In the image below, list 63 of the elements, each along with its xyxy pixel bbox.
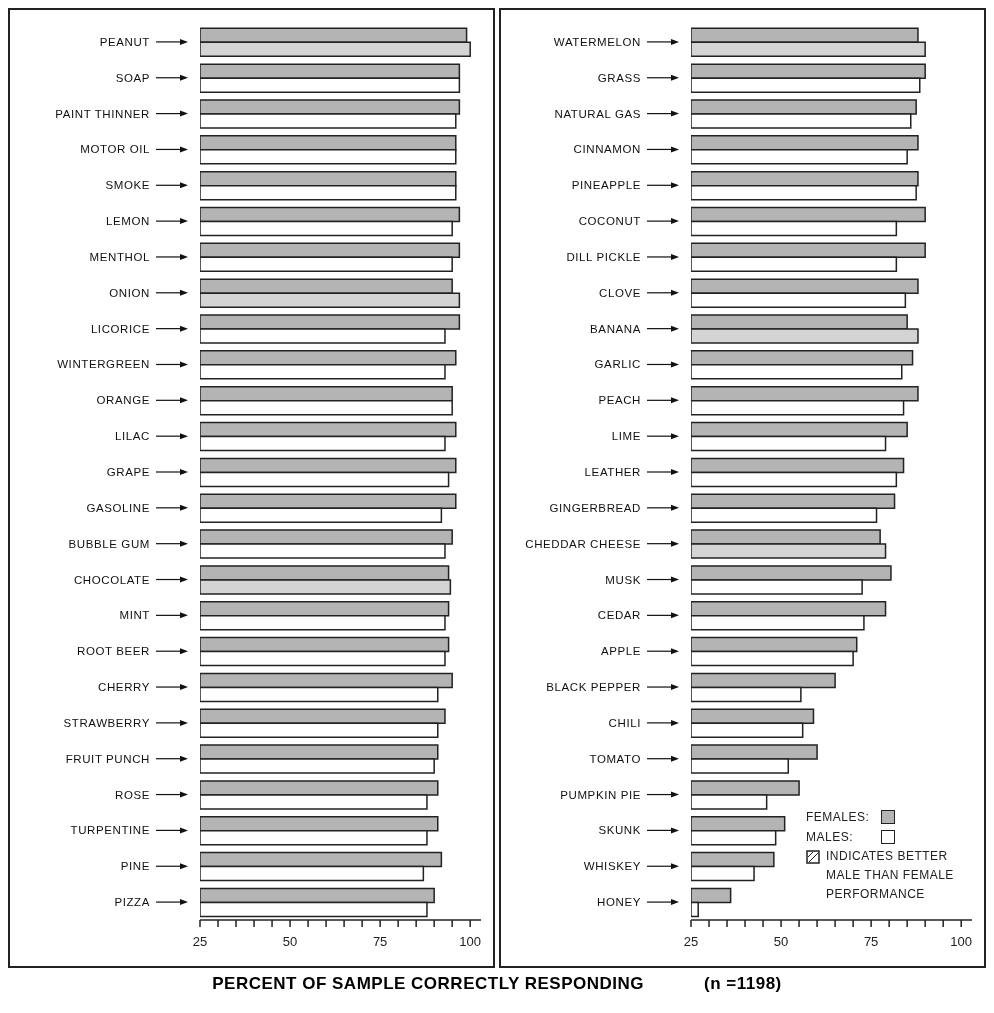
- y-tick-label: ROOT BEER: [77, 645, 150, 658]
- y-tick-label: GRAPE: [106, 466, 150, 478]
- y-tick-label: CHOCOLATE: [73, 573, 150, 586]
- y-tick-label: STRAWBERRY: [63, 716, 150, 729]
- y-tick-label: CEDAR: [597, 609, 641, 622]
- x-tick-label: 100: [950, 934, 973, 950]
- y-tick-label: FRUIT PUNCH: [65, 752, 150, 765]
- y-tick-label: BLACK PEPPER: [546, 681, 641, 694]
- y-tick-label: TURPENTINE: [70, 824, 150, 837]
- y-tick-label: WINTERGREEN: [57, 358, 150, 371]
- y-tick-label: SOAP: [115, 71, 150, 84]
- y-tick-label: PEACH: [598, 394, 641, 407]
- y-tick-label: WHISKEY: [583, 860, 641, 873]
- y-tick-label: PAINT THINNER: [55, 107, 150, 120]
- annotation: INDICATES BETTER MALE THAN FEMALE PERFORMANCE: [826, 848, 955, 903]
- x-tick-label: 25: [192, 934, 208, 950]
- y-tick-label: LIME: [611, 430, 641, 443]
- y-tick-label: LEATHER: [584, 466, 641, 478]
- y-tick-label: CHILI: [608, 716, 641, 729]
- legend-label: MALES:: [806, 830, 854, 844]
- y-tick-label: COCONUT: [578, 215, 641, 228]
- text: (n =1198): [704, 974, 782, 994]
- y-tick-label: PIZZA: [114, 896, 150, 909]
- y-tick-label: NATURAL GAS: [554, 107, 641, 120]
- y-tick-label: LICORICE: [90, 322, 150, 335]
- y-tick-label: GRASS: [597, 71, 641, 84]
- y-tick-label: GASOLINE: [86, 501, 150, 514]
- y-tick-label: ONION: [109, 286, 150, 299]
- y-tick-label: GARLIC: [594, 358, 641, 371]
- y-tick-label: ROSE: [115, 788, 150, 801]
- y-tick-label: TOMATO: [589, 752, 641, 765]
- y-tick-label: LEMON: [106, 215, 150, 228]
- y-tick-label: MINT: [119, 609, 150, 622]
- y-tick-label: CINNAMON: [573, 143, 641, 156]
- y-tick-label: CHEDDAR CHEESE: [525, 537, 641, 550]
- legend-label: FEMALES:: [806, 810, 871, 824]
- x-tick-label: 75: [372, 934, 388, 950]
- y-tick-label: MOTOR OIL: [80, 143, 150, 156]
- y-tick-label: MENTHOL: [89, 250, 150, 263]
- x-tick-label: 50: [773, 934, 789, 950]
- x-axis-title: PERCENT OF SAMPLE CORRECTLY RESPONDING: [212, 974, 645, 994]
- y-tick-label: CLOVE: [599, 286, 641, 299]
- y-tick-label: PINEAPPLE: [571, 179, 641, 192]
- y-tick-label: APPLE: [600, 645, 641, 658]
- y-tick-label: BANANA: [590, 322, 641, 335]
- y-tick-label: WATERMELON: [553, 35, 641, 48]
- y-tick-label: CHERRY: [98, 681, 150, 694]
- y-tick-label: LILAC: [115, 430, 150, 443]
- x-tick-label: 75: [863, 934, 879, 950]
- y-tick-label: GINGERBREAD: [549, 501, 641, 514]
- y-tick-label: DILL PICKLE: [566, 250, 641, 263]
- y-tick-label: BUBBLE GUM: [68, 537, 150, 550]
- y-tick-label: PUMPKIN PIE: [560, 788, 641, 801]
- x-tick-label: 100: [459, 934, 482, 950]
- y-tick-label: HONEY: [597, 896, 641, 909]
- y-tick-label: PEANUT: [99, 35, 150, 48]
- y-tick-label: SMOKE: [105, 179, 150, 192]
- y-tick-label: SKUNK: [598, 824, 641, 837]
- x-tick-label: 50: [282, 934, 298, 950]
- y-tick-label: ORANGE: [96, 394, 150, 407]
- y-tick-label: PINE: [120, 860, 150, 873]
- x-tick-label: 25: [683, 934, 699, 950]
- y-tick-label: MUSK: [605, 573, 641, 586]
